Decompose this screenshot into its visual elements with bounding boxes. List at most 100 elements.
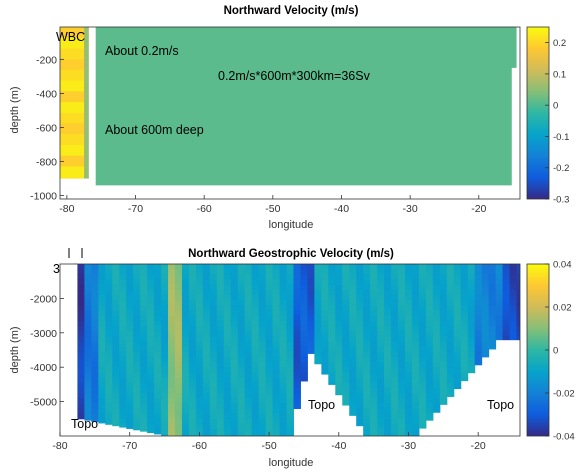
bottom-cell [286, 372, 294, 379]
bottom-cell [188, 346, 197, 353]
bottom-cell [370, 289, 378, 296]
bottom-cell [237, 403, 246, 409]
bottom-cell [418, 408, 427, 415]
bottom-cell [398, 387, 406, 394]
top-colorbar [526, 26, 550, 200]
bottom-cell [453, 362, 462, 368]
bottom-cell [216, 279, 225, 286]
bottom-cell [216, 346, 225, 353]
bottom-cell [265, 403, 274, 409]
bottom-cell [272, 423, 281, 430]
bottom-cell [335, 336, 343, 342]
bottom-cell [307, 320, 315, 327]
bottom-cell [384, 294, 392, 301]
bottom-cell [384, 413, 392, 420]
bottom-cell [223, 403, 232, 409]
bottom-cell [342, 372, 350, 379]
bottom-cell [279, 418, 288, 425]
bottom-cell [495, 289, 504, 296]
bottom-cell [168, 284, 176, 291]
bottom-cell [377, 403, 385, 409]
bottom-cell [391, 325, 399, 332]
bottom-cell [342, 398, 350, 404]
bottom-cell [495, 320, 504, 327]
bottom-colorbar-tick-label: 0.02 [553, 303, 572, 314]
bottom-cell [195, 418, 204, 425]
bottom-cell [418, 300, 427, 306]
bottom-cell [384, 367, 392, 373]
bottom-cell [195, 305, 204, 311]
bottom-cell [335, 367, 343, 373]
bottom-cell [356, 403, 364, 409]
bottom-cell [418, 377, 427, 384]
bottom-heatmap [77, 264, 520, 436]
bottom-cell [279, 331, 288, 337]
bottom-cell [112, 294, 120, 301]
bottom-cell [335, 393, 343, 396]
bottom-cell [119, 284, 127, 291]
bottom-cell [181, 393, 190, 399]
bottom-cell [446, 393, 455, 397]
bottom-cell [405, 387, 413, 394]
bottom-cell [188, 434, 197, 436]
bottom-cell [188, 264, 197, 270]
bottom-cell [432, 279, 441, 286]
bottom-cell [258, 356, 267, 363]
bottom-cell [405, 408, 413, 415]
bottom-cell [349, 325, 357, 332]
bottom-cell [411, 413, 420, 420]
bottom-cell [119, 336, 127, 342]
bottom-cell [230, 274, 239, 280]
bottom-cell [161, 269, 169, 275]
bottom-cell [411, 341, 420, 348]
bottom-cell [188, 393, 197, 399]
bottom-cell [335, 346, 343, 353]
bottom-cell [314, 336, 322, 342]
bottom-cell [425, 269, 434, 275]
bottom-cell [112, 264, 120, 270]
bottom-cell [272, 418, 281, 425]
bottom-cell [467, 264, 476, 270]
bottom-cell [335, 387, 343, 394]
bottom-cell [425, 305, 434, 311]
bottom-cell [418, 269, 427, 275]
bottom-cell [140, 325, 148, 332]
bottom-cell [279, 382, 288, 389]
bottom-cell [495, 305, 504, 311]
bottom-cell [495, 269, 504, 275]
bottom-cell [237, 325, 246, 332]
bottom-cell [209, 284, 218, 291]
bottom-cell [181, 320, 190, 327]
bottom-cell [77, 279, 85, 286]
bottom-cell [488, 274, 497, 280]
bottom-cell [398, 289, 406, 296]
bottom-cell [272, 403, 281, 409]
bottom-cell [181, 429, 190, 435]
bottom-x-tick-label: -80 [52, 440, 67, 452]
bottom-cell [405, 377, 413, 384]
bottom-cell [258, 269, 267, 275]
bottom-cell [460, 362, 469, 368]
bottom-cell [335, 305, 343, 311]
bottom-cell [453, 294, 462, 301]
bottom-cell [181, 398, 190, 404]
bottom-cell [258, 387, 267, 394]
bottom-cell [258, 418, 267, 425]
bottom-cell [91, 269, 99, 275]
bottom-cell [209, 325, 218, 332]
bottom-cell [209, 413, 218, 420]
bottom-cell [481, 315, 490, 322]
bottom-cell [126, 320, 134, 327]
bottom-cell [405, 413, 413, 420]
bottom-cell [112, 341, 120, 348]
top-plot-frame [59, 26, 521, 200]
bottom-cell [84, 274, 92, 280]
bottom-cell [405, 403, 413, 409]
bottom-y-axis-label: depth (m) [9, 326, 21, 373]
bottom-cell [384, 315, 392, 322]
bottom-cell [133, 279, 141, 286]
bottom-cell [363, 310, 371, 317]
bottom-cell [181, 434, 190, 436]
bottom-cell [223, 398, 232, 404]
bottom-cell [391, 408, 399, 415]
